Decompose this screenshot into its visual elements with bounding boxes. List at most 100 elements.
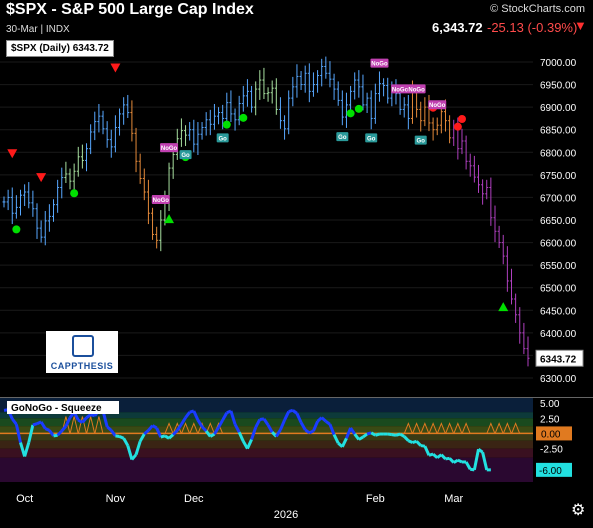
osc-segment: [262, 418, 270, 426]
osc-segment: [423, 445, 431, 456]
osc-segment: [250, 426, 258, 440]
chart-title: $SPX - S&P 500 Large Cap Index: [6, 1, 254, 18]
osc-segment: [353, 433, 361, 441]
go-dot: [70, 189, 79, 198]
gear-icon[interactable]: ⚙: [571, 502, 586, 519]
osc-segment: [204, 430, 212, 438]
squeeze-mark: [486, 422, 496, 434]
osc-segment: [399, 432, 405, 438]
buy-triangle: [164, 214, 175, 224]
squeeze-mark: [453, 422, 463, 434]
go-dot: [354, 104, 363, 113]
osc-segment: [275, 428, 282, 438]
osc-segment: [115, 434, 120, 438]
osc-segment: [233, 423, 241, 433]
y-tick-label: 6550.00: [540, 261, 577, 272]
logo-mark-icon: [72, 335, 94, 357]
nogo-dot: [457, 115, 466, 123]
chart-subtitle: 30-Mar | INDX: [6, 24, 70, 35]
osc-band: [0, 433, 533, 441]
osc-band: [0, 440, 533, 449]
osc-segment: [200, 425, 208, 433]
osc-segment: [196, 419, 204, 428]
osc-segment: [295, 412, 303, 424]
osc-segment: [23, 442, 31, 457]
y-tick-label: 6900.00: [540, 103, 577, 114]
osc-segment: [420, 444, 426, 448]
tag-label: Go: [417, 139, 426, 145]
brand-label[interactable]: © StockCharts.com: [490, 3, 585, 15]
y-tick-label: 6700.00: [540, 193, 577, 204]
squeeze-mark: [189, 422, 199, 434]
osc-segment: [288, 408, 294, 414]
osc-tick-label: 2.50: [540, 414, 560, 425]
sell-triangle: [7, 149, 18, 159]
osc-segment: [147, 424, 154, 432]
go-tag: [336, 132, 349, 142]
nogo-tag: [370, 58, 389, 68]
sell-triangle: [110, 63, 121, 73]
osc-segment: [180, 416, 187, 426]
tag-label: NoGo: [429, 103, 446, 109]
osc-title: GoNoGo - Squeeze: [11, 403, 102, 414]
osc-segment: [143, 429, 150, 436]
tag-label: NoGo: [408, 87, 425, 93]
osc-segment: [44, 427, 50, 432]
squeeze-mark: [205, 422, 215, 434]
osc-segment: [213, 426, 220, 435]
osc-segment: [90, 413, 96, 418]
osc-segment: [324, 420, 331, 426]
x-tick-label: Dec: [184, 493, 204, 505]
tag-label: NoGo: [161, 146, 178, 152]
osc-segment: [387, 432, 393, 437]
osc-segment: [428, 452, 434, 457]
osc-segment: [126, 445, 134, 460]
nogo-tag: [391, 84, 410, 94]
osc-band: [0, 457, 533, 482]
last-price: 6,343.72: [432, 20, 483, 35]
osc-segment: [53, 433, 58, 438]
go-tag: [365, 133, 378, 143]
osc-segment: [391, 433, 397, 437]
osc-segment: [332, 433, 340, 444]
osc-segment: [134, 440, 142, 456]
osc-segment: [445, 456, 450, 461]
osc-segment: [477, 448, 484, 454]
osc-segment: [320, 416, 327, 423]
squeeze-mark: [502, 422, 512, 434]
osc-zero-label: 0.00: [541, 429, 561, 440]
go-tag: [179, 150, 192, 160]
osc-segment: [349, 427, 356, 435]
osc-segment: [130, 453, 138, 461]
osc-segment: [221, 412, 229, 421]
go-tag: [414, 135, 427, 145]
osc-segment: [60, 425, 68, 432]
squeeze-mark: [181, 422, 191, 434]
go-dot: [239, 113, 248, 122]
nogo-tag: [407, 84, 426, 94]
osc-segment: [237, 431, 245, 442]
osc-segment: [27, 424, 35, 443]
osc-segment: [312, 420, 319, 432]
tag-label: NoGo: [371, 62, 388, 68]
osc-segment: [138, 433, 146, 443]
nogo-tag: [160, 143, 179, 153]
osc-segment: [448, 457, 455, 464]
osc-segment: [345, 427, 352, 439]
osc-segment: [56, 429, 63, 437]
osc-segment: [291, 409, 298, 415]
osc-segment: [328, 423, 336, 436]
nogo-tag: [428, 100, 447, 110]
osc-segment: [415, 440, 422, 447]
tag-label: Go: [367, 136, 376, 142]
osc-segment: [209, 432, 216, 438]
osc-segment: [481, 451, 489, 471]
osc-segment: [32, 422, 38, 427]
osc-segment: [279, 419, 286, 431]
y-tick-label: 6500.00: [540, 284, 577, 295]
sell-triangle: [36, 173, 47, 183]
osc-segment: [151, 424, 158, 430]
osc-segment: [77, 418, 84, 424]
osc-segment: [48, 429, 55, 437]
